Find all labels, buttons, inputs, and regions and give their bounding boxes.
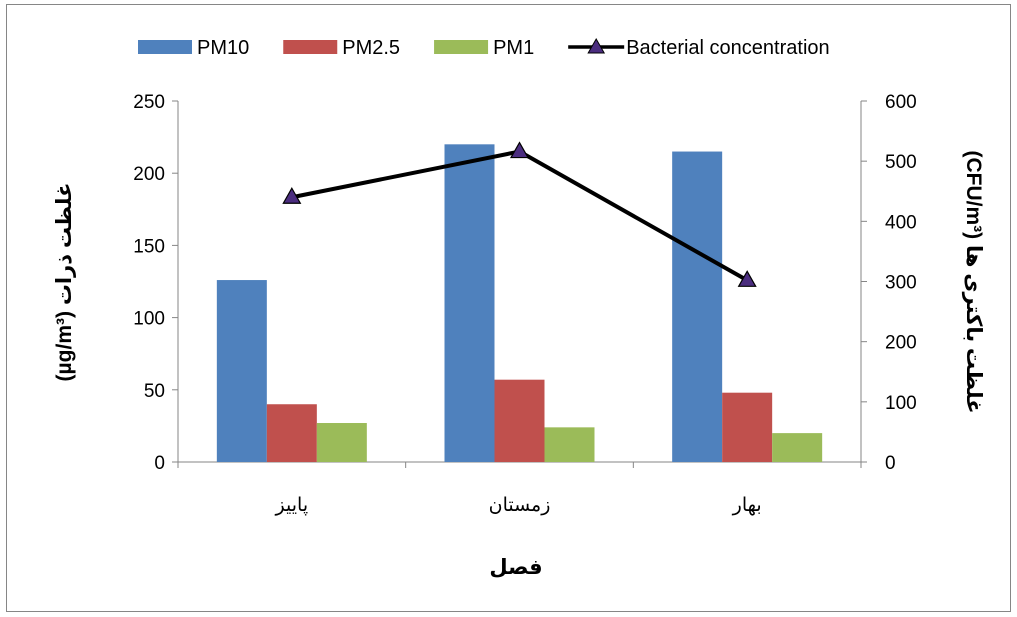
axis-labels: فصل غلظت ذرات (µg/m³) غلظت باکتری ها (CF… [53, 150, 985, 579]
bacterial-line [282, 141, 757, 287]
bar-pm10 [216, 280, 267, 462]
legend-swatch-pm1 [434, 40, 489, 54]
y-tick-label: 0 [154, 453, 165, 474]
y2-tick-label: 400 [885, 212, 917, 233]
bar-pm10 [444, 144, 495, 462]
y-tick-label: 200 [133, 164, 165, 185]
y2-tick-label: 100 [885, 393, 917, 414]
chart-svg: PM10 PM2.5 PM1 Bacterial concentration 0 50 1… [53, 37, 985, 579]
y-tick-label: 50 [144, 381, 165, 402]
x-category-label: بهار [732, 495, 762, 516]
legend-swatch-pm10 [138, 40, 192, 54]
x-axis-title: فصل [489, 556, 542, 579]
y2-axis-title: غلظت باکتری ها (CFU/m³) [962, 150, 985, 413]
bar-pm10 [672, 151, 723, 463]
legend-label-pm2-5: PM2.5 [342, 37, 400, 59]
legend-label-bacterial-concentration: Bacterial concentration [626, 37, 829, 59]
legend-label-pm10: PM10 [197, 37, 249, 59]
x-category-label: زمستان [489, 495, 551, 516]
line-point-marker [282, 187, 302, 204]
legend-swatch-pm2-5 [283, 40, 338, 54]
chart-frame: PM10 PM2.5 PM1 Bacterial concentration 0 50 1… [6, 4, 1011, 612]
y2-tick-label: 300 [885, 273, 917, 294]
y2-tick-label: 0 [885, 453, 896, 474]
y-tick-label: 250 [133, 92, 165, 113]
bar-pm2-5 [266, 404, 317, 462]
line-point-marker [509, 141, 530, 159]
legend: PM10 PM2.5 PM1 Bacterial concentration [138, 37, 830, 59]
bar-pm1 [316, 423, 367, 462]
bar-pm1 [544, 427, 595, 462]
bar-pm1 [772, 433, 823, 462]
y-tick-label: 100 [133, 309, 165, 330]
legend-marker-bacterial-concentration [587, 37, 606, 54]
y-tick-label: 150 [133, 236, 165, 257]
bars [216, 144, 823, 463]
y-axis-title: غلظت ذرات (µg/m³) [53, 183, 76, 382]
y2-tick-label: 200 [885, 333, 917, 354]
y2-tick-label: 500 [885, 152, 917, 173]
line-point-marker [737, 270, 757, 287]
legend-label-pm1: PM1 [493, 37, 534, 59]
x-category-label: پاییز [275, 495, 309, 516]
bar-pm2-5 [722, 392, 773, 462]
bar-pm2-5 [494, 379, 545, 462]
y2-tick-label: 600 [885, 92, 917, 113]
